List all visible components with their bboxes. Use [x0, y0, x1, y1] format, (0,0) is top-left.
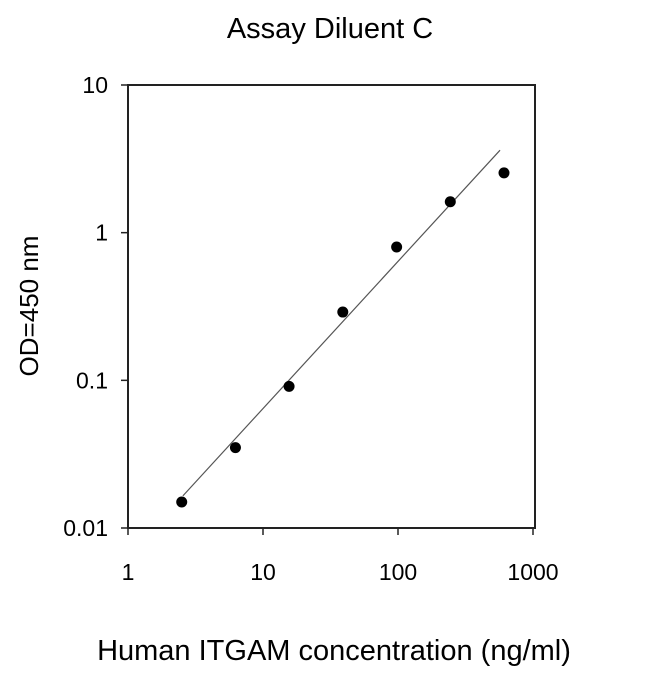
x-tick-label: 1000: [507, 559, 558, 585]
plot-frame: [127, 84, 536, 529]
x-tick-label: 10: [250, 559, 276, 585]
data-point: [283, 380, 295, 392]
chart-title: Assay Diluent C: [227, 13, 433, 45]
y-tick-label: 10: [82, 72, 108, 98]
data-point: [444, 196, 456, 208]
fit-line: [182, 149, 501, 497]
y-tick-label: 1: [95, 220, 108, 246]
y-tick-label: 0.01: [63, 515, 108, 541]
x-tick-label: 1: [122, 559, 135, 585]
x-axis-label: Human ITGAM concentration (ng/ml): [97, 635, 571, 667]
data-marks: [176, 149, 510, 508]
x-tick-label: 100: [379, 559, 417, 585]
data-point: [498, 167, 510, 179]
data-point: [176, 496, 188, 508]
data-point: [229, 442, 241, 454]
data-point: [337, 306, 349, 318]
data-point: [391, 241, 403, 253]
plot-border: [127, 84, 536, 529]
y-axis-label: OD=450 nm: [14, 236, 44, 377]
axis-ticks: 1 10 100 1000 0.01 0.1 1 10: [63, 72, 558, 585]
y-tick-label: 0.1: [76, 367, 108, 393]
